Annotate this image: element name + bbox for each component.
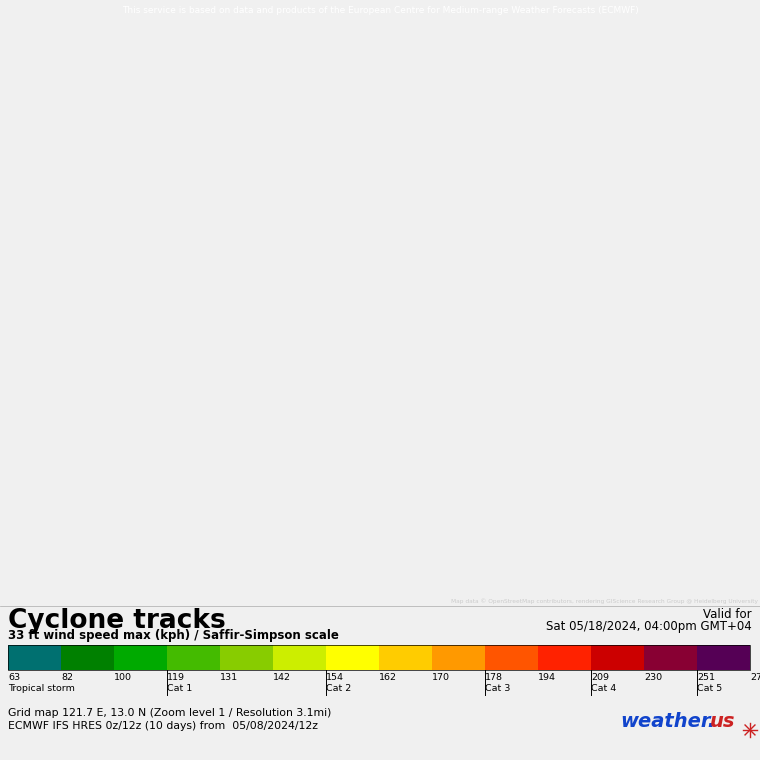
Bar: [591, 644, 644, 670]
Text: This service is based on data and products of the European Centre for Medium-ran: This service is based on data and produc…: [122, 6, 638, 15]
Text: 209: 209: [591, 673, 609, 682]
Text: Sat 05/18/2024, 04:00pm GMT+04: Sat 05/18/2024, 04:00pm GMT+04: [546, 619, 752, 633]
Text: 178: 178: [485, 673, 503, 682]
Text: Cyclone tracks: Cyclone tracks: [8, 608, 226, 634]
Text: 251: 251: [697, 673, 715, 682]
Text: Cat 3: Cat 3: [485, 684, 511, 693]
Text: 33 ft wind speed max (kph) / Saffir-Simpson scale: 33 ft wind speed max (kph) / Saffir-Simp…: [8, 629, 339, 641]
Bar: [432, 644, 485, 670]
Text: Map data © OpenStreetMap contributors, rendering GIScience Research Group @ Heid: Map data © OpenStreetMap contributors, r…: [451, 598, 758, 603]
Text: Valid for: Valid for: [703, 608, 752, 621]
Text: 131: 131: [220, 673, 238, 682]
Text: Cat 5: Cat 5: [697, 684, 722, 693]
Bar: [167, 644, 220, 670]
Text: Cat 1: Cat 1: [167, 684, 192, 693]
Text: Cat 2: Cat 2: [326, 684, 351, 693]
Text: 230: 230: [644, 673, 662, 682]
Text: Cat 4: Cat 4: [591, 684, 616, 693]
Text: 100: 100: [114, 673, 132, 682]
Bar: [61, 644, 114, 670]
Bar: [538, 644, 591, 670]
Text: 162: 162: [379, 673, 397, 682]
Bar: [379, 644, 432, 670]
Bar: [114, 644, 167, 670]
Text: 82: 82: [61, 673, 73, 682]
Bar: [644, 644, 697, 670]
Text: 275: 275: [750, 673, 760, 682]
Bar: [485, 644, 538, 670]
Text: 194: 194: [538, 673, 556, 682]
Text: ECMWF IFS HRES 0z/12z (10 days) from  05/08/2024/12z: ECMWF IFS HRES 0z/12z (10 days) from 05/…: [8, 721, 318, 731]
Text: 142: 142: [273, 673, 291, 682]
Bar: [697, 644, 750, 670]
Text: weather.: weather.: [620, 712, 715, 731]
Text: Tropical storm: Tropical storm: [8, 684, 75, 693]
Text: 63: 63: [8, 673, 20, 682]
Text: us: us: [710, 712, 736, 731]
Text: 154: 154: [326, 673, 344, 682]
Text: 170: 170: [432, 673, 450, 682]
Bar: [8, 644, 61, 670]
Bar: [273, 644, 326, 670]
Bar: [220, 644, 273, 670]
Text: Grid map 121.7 E, 13.0 N (Zoom level 1 / Resolution 3.1mi): Grid map 121.7 E, 13.0 N (Zoom level 1 /…: [8, 708, 331, 718]
Text: 119: 119: [167, 673, 185, 682]
Bar: [326, 644, 379, 670]
Bar: [8, 644, 750, 670]
